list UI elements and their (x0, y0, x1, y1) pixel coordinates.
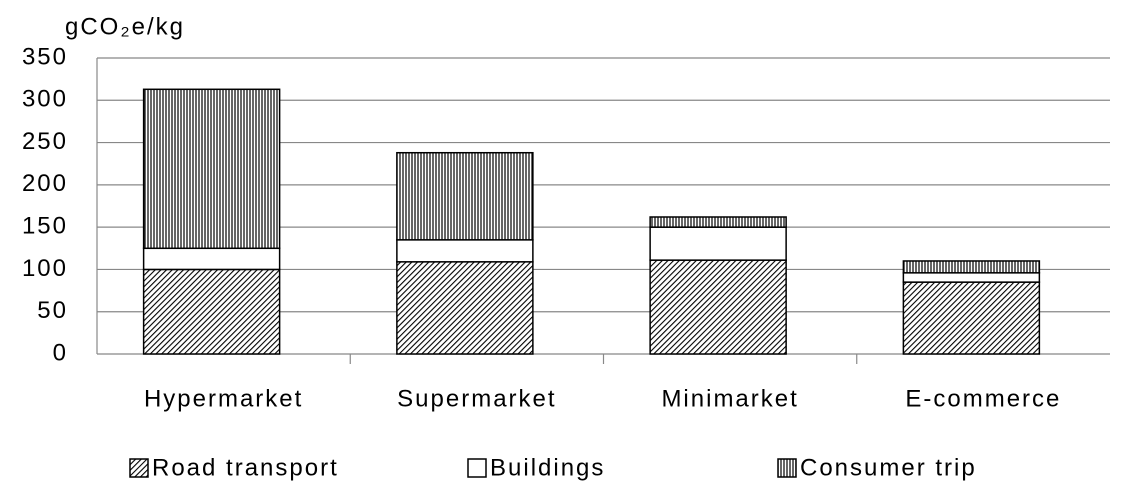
y-tick-label: 350 (22, 43, 68, 70)
y-tick-label: 50 (37, 297, 68, 324)
x-tick-label: Supermarket (397, 385, 556, 412)
legend-swatch (129, 458, 149, 478)
bar-segment (902, 260, 1041, 274)
legend-label: Consumer trip (800, 454, 977, 481)
bar-segment (142, 247, 281, 271)
bar-segment (396, 239, 534, 263)
bar-segment (649, 259, 787, 355)
legend-label: Buildings (490, 454, 605, 481)
y-tick-label: 150 (22, 212, 68, 239)
y-tick-label: 100 (22, 255, 68, 282)
legend-label: Road transport (152, 454, 339, 481)
bar-segment (902, 281, 1041, 355)
x-tick-label: E-commerce (905, 385, 1061, 412)
y-tick-label: 250 (22, 128, 68, 155)
y-tick-label: 0 (53, 339, 68, 366)
bar-segment (649, 216, 787, 228)
legend-swatch (467, 458, 487, 478)
bar-segment (396, 151, 534, 241)
y-tick-label: 200 (22, 170, 68, 197)
bar-segment (396, 261, 534, 355)
x-tick-label: Minimarket (661, 385, 798, 412)
y-tick-label: 300 (22, 86, 68, 113)
bar-segment (649, 226, 787, 261)
bar-segment (142, 88, 281, 250)
bar-segment (142, 268, 281, 355)
legend-swatch (777, 458, 797, 478)
x-tick-label: Hypermarket (144, 385, 303, 412)
bar-segment (902, 272, 1041, 283)
y-axis-label: gCO₂e/kg (65, 13, 185, 40)
